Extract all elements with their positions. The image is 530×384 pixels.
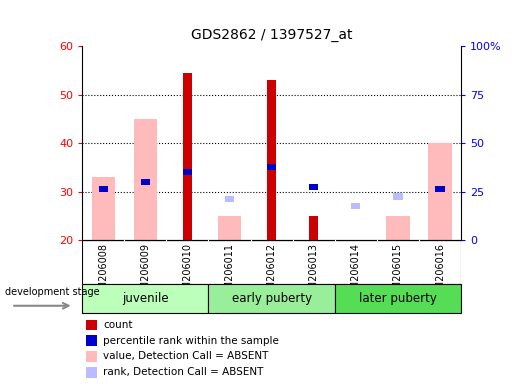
Text: GSM206016: GSM206016	[435, 243, 445, 302]
Bar	[86, 367, 96, 378]
Bar	[183, 169, 192, 175]
Text: early puberty: early puberty	[232, 292, 312, 305]
Text: juvenile: juvenile	[122, 292, 169, 305]
Text: rank, Detection Call = ABSENT: rank, Detection Call = ABSENT	[103, 367, 263, 377]
Bar	[267, 164, 276, 170]
Text: GSM206012: GSM206012	[267, 243, 277, 302]
Text: percentile rank within the sample: percentile rank within the sample	[103, 336, 279, 346]
FancyBboxPatch shape	[82, 284, 208, 313]
Text: GSM206008: GSM206008	[98, 243, 108, 302]
Bar	[183, 73, 192, 240]
Bar	[309, 216, 319, 240]
Text: count: count	[103, 320, 132, 330]
Bar	[393, 193, 403, 200]
Bar	[225, 195, 234, 202]
Text: GSM206011: GSM206011	[225, 243, 234, 302]
Bar	[86, 319, 96, 330]
Bar	[218, 216, 241, 240]
Text: GSM206015: GSM206015	[393, 243, 403, 302]
Bar	[86, 336, 96, 346]
Bar	[92, 177, 115, 240]
Bar	[309, 184, 319, 190]
Bar	[428, 143, 452, 240]
Bar	[99, 186, 108, 192]
FancyBboxPatch shape	[208, 284, 335, 313]
Text: GSM206009: GSM206009	[140, 243, 151, 302]
Bar	[82, 240, 461, 284]
Text: later puberty: later puberty	[359, 292, 437, 305]
Text: GSM206013: GSM206013	[309, 243, 319, 302]
Bar	[351, 203, 360, 209]
Text: value, Detection Call = ABSENT: value, Detection Call = ABSENT	[103, 351, 268, 361]
Bar	[267, 80, 276, 240]
Text: GSM206010: GSM206010	[182, 243, 192, 302]
Title: GDS2862 / 1397527_at: GDS2862 / 1397527_at	[191, 28, 352, 42]
FancyBboxPatch shape	[335, 284, 461, 313]
Bar	[140, 179, 150, 185]
Bar	[386, 216, 410, 240]
Text: GSM206014: GSM206014	[351, 243, 361, 302]
Bar	[436, 186, 445, 192]
Bar	[134, 119, 157, 240]
Text: development stage: development stage	[5, 287, 100, 297]
Bar	[86, 351, 96, 362]
